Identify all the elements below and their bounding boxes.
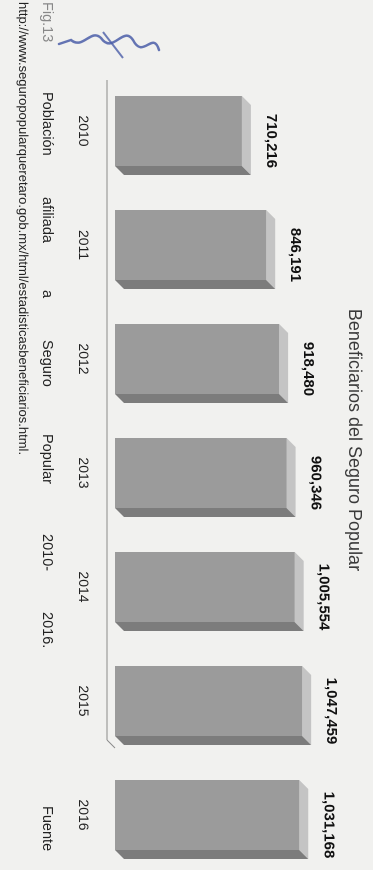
caption-line: Fig.13 Población afiliada a Seguro Popul…	[33, 2, 55, 662]
caption-word: Popular	[39, 434, 55, 484]
x-tick-label: 2012	[76, 343, 92, 374]
bar-value-label: 710,216	[263, 114, 280, 168]
caption-word: Fuente	[39, 806, 55, 852]
source-url: http://www.seguropopularqueretaro.gob.mx…	[16, 2, 31, 456]
bar-side	[115, 736, 312, 745]
bar	[115, 552, 295, 622]
bar-top	[302, 666, 312, 745]
caption-word: afiliada	[39, 197, 55, 243]
bar-side	[115, 394, 289, 403]
caption-word: 2010-	[39, 534, 55, 572]
bar	[114, 438, 287, 508]
bar	[114, 324, 280, 394]
x-tick-label: 2011	[76, 230, 92, 260]
bar	[115, 666, 303, 736]
bar-value-label: 1,005,554	[316, 564, 333, 631]
bar-side	[115, 622, 304, 631]
x-tick-label: 2016	[76, 799, 92, 830]
x-tick-label: 2015	[76, 685, 92, 716]
bar-side	[115, 280, 276, 289]
bar-side	[115, 166, 251, 175]
axis-corner	[106, 739, 116, 749]
signature-scribble	[57, 31, 161, 59]
bar-top	[286, 438, 296, 517]
bar-side	[115, 508, 296, 517]
chart-title: Beneficiarios del Seguro Popular	[345, 309, 365, 571]
bar-top	[241, 96, 251, 175]
bar-top	[294, 552, 304, 631]
bar-side	[115, 850, 309, 859]
caption-word: 2016.	[39, 612, 55, 649]
bar-top	[299, 780, 309, 859]
bar-value-label: 960,346	[308, 456, 325, 510]
caption-word: Población	[39, 92, 55, 156]
caption-word: a	[39, 290, 55, 299]
figure-label: Fig.13	[39, 2, 55, 43]
bar	[115, 96, 242, 166]
plot-area: 710,216 2010 846,191 2011 918,480 2012 960,346…	[76, 80, 365, 859]
bar-top	[279, 324, 289, 403]
caption-word: Seguro	[39, 340, 55, 387]
bar-value-label: 846,191	[287, 228, 304, 282]
bar-value-label: 918,480	[300, 342, 317, 396]
x-tick-label: 2013	[76, 457, 92, 488]
bar	[115, 780, 300, 850]
bar-top	[266, 210, 276, 289]
bar	[115, 210, 267, 280]
bar-value-label: 1,031,168	[320, 792, 337, 859]
x-tick-label: 2010	[76, 115, 92, 146]
x-tick-label: 2014	[76, 571, 92, 602]
bar-value-label: 1,047,459	[323, 678, 340, 745]
